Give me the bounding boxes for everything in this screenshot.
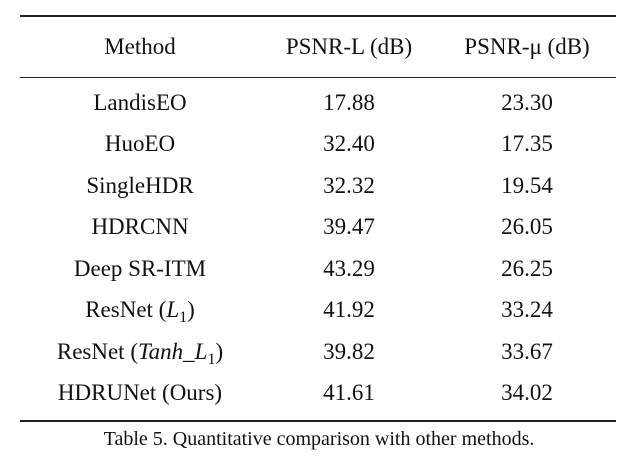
cell-method: HuoEO	[104, 131, 176, 157]
header-method: Method	[104, 34, 176, 59]
table-row: SingleHDR 32.32 19.54	[20, 165, 616, 207]
cell-psnr-mu: 33.67	[501, 338, 553, 364]
method-math: L	[166, 297, 180, 323]
cell-psnr-l: 17.88	[323, 89, 375, 115]
method-subscript: 1	[207, 350, 216, 368]
cell-psnr-mu: 33.24	[501, 297, 553, 323]
cell-psnr-l: 32.32	[323, 172, 375, 198]
table-row: LandisEO 17.88 23.30	[20, 77, 616, 124]
cell-psnr-l: 39.82	[323, 338, 375, 364]
header-psnr-l: PSNR-L (dB)	[285, 34, 413, 59]
table-caption: Table 5. Quantitative comparison with ot…	[103, 428, 535, 450]
cell-psnr-mu: 26.05	[501, 214, 553, 240]
table-row: HDRUNet (Ours) 41.61 34.02	[20, 373, 616, 422]
cell-method: Deep SR-ITM	[73, 255, 207, 281]
table-header-row: Method PSNR-L (dB) PSNR-μ (dB)	[20, 16, 616, 78]
results-table-container: Method PSNR-L (dB) PSNR-μ (dB) LandisEO …	[20, 15, 616, 422]
table-row: HuoEO 32.40 17.35	[20, 124, 616, 166]
cell-psnr-l: 39.47	[323, 214, 375, 240]
cell-psnr-l: 41.92	[323, 297, 375, 323]
method-suffix: )	[187, 297, 195, 323]
cell-psnr-mu: 19.54	[501, 172, 553, 198]
table-row: Deep SR-ITM 43.29 26.25	[20, 248, 616, 290]
table-row: HDRCNN 39.47 26.05	[20, 207, 616, 249]
cell-psnr-mu: 17.35	[501, 131, 553, 157]
cell-psnr-mu: 34.02	[501, 380, 553, 406]
table-row: ResNet (Tanh_L1) 39.82 33.67	[20, 331, 616, 373]
method-suffix: )	[215, 338, 224, 364]
cell-method: ResNet (L1)	[20, 290, 260, 332]
cell-psnr-mu: 23.30	[501, 89, 553, 115]
method-subscript: 1	[179, 309, 188, 327]
cell-method: ResNet (Tanh_L1)	[20, 331, 260, 373]
cell-psnr-mu: 26.25	[501, 255, 553, 281]
method-prefix: ResNet (	[85, 297, 167, 323]
method-prefix: ResNet (	[56, 338, 138, 364]
cell-psnr-l: 41.61	[323, 380, 375, 406]
cell-method: HDRCNN	[91, 214, 189, 240]
cell-method: HDRUNet (Ours)	[57, 380, 223, 406]
table-row: ResNet (L1) 41.92 33.24	[20, 290, 616, 332]
results-table: Method PSNR-L (dB) PSNR-μ (dB) LandisEO …	[20, 15, 616, 422]
cell-method: LandisEO	[93, 89, 187, 115]
cell-psnr-l: 32.40	[323, 131, 375, 157]
header-psnr-mu: PSNR-μ (dB)	[464, 34, 590, 59]
cell-psnr-l: 43.29	[323, 255, 375, 281]
method-math: Tanh_L	[137, 338, 208, 364]
cell-method: SingleHDR	[86, 172, 194, 198]
